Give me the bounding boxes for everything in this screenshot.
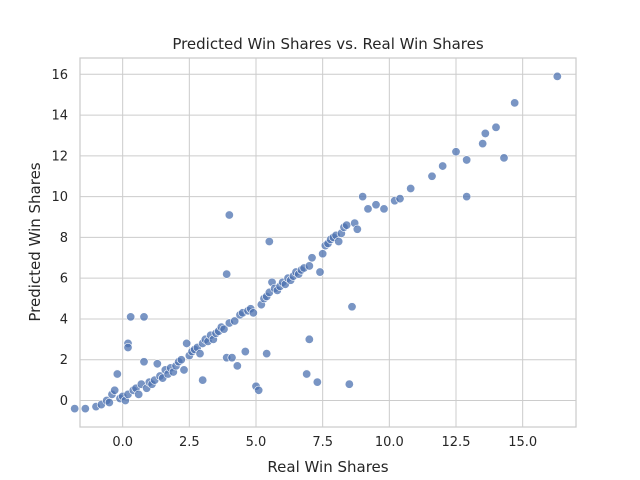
y-tick-label: 0 [60, 394, 68, 409]
data-point [230, 316, 240, 326]
data-point [219, 324, 229, 334]
data-point [152, 359, 162, 369]
x-tick-label: 0.0 [112, 435, 133, 450]
data-point [139, 357, 149, 367]
data-point [302, 369, 312, 379]
y-tick-label: 16 [51, 68, 68, 83]
data-point [179, 365, 189, 375]
data-point [139, 312, 149, 322]
data-point [552, 71, 562, 81]
data-point [318, 249, 328, 259]
x-tick-label: 10.0 [375, 435, 404, 450]
data-point [315, 267, 325, 277]
x-tick-label: 2.5 [179, 435, 200, 450]
data-point [499, 153, 509, 163]
data-point [110, 385, 120, 395]
data-point [123, 342, 133, 352]
y-tick-label: 8 [60, 231, 68, 246]
data-point [262, 349, 272, 359]
data-point [232, 361, 242, 371]
data-point [395, 194, 405, 204]
y-tick-label: 12 [51, 149, 68, 164]
y-axis-label: Predicted Win Shares [26, 162, 44, 321]
data-point [304, 261, 314, 271]
data-points [70, 71, 562, 414]
data-point [312, 377, 322, 387]
x-tick-label: 5.0 [246, 435, 267, 450]
data-point [344, 379, 354, 389]
data-point [126, 312, 136, 322]
data-point [363, 204, 373, 214]
data-point [406, 183, 416, 193]
data-point [195, 349, 205, 359]
x-tick-label: 7.5 [312, 435, 333, 450]
data-point [438, 161, 448, 171]
data-point [462, 155, 472, 165]
data-point [462, 192, 472, 202]
data-point [224, 210, 234, 220]
x-axis-label: Real Win Shares [267, 458, 388, 476]
y-tick-label: 6 [60, 272, 68, 287]
data-point [134, 389, 144, 399]
data-point [358, 192, 368, 202]
data-point [510, 98, 520, 108]
plot-frame [79, 57, 577, 428]
data-point [304, 334, 314, 344]
data-point [352, 224, 362, 234]
data-point [198, 375, 208, 385]
data-point [70, 404, 80, 414]
data-point [80, 404, 90, 414]
data-point [478, 139, 488, 149]
x-tick-label: 15.0 [508, 435, 537, 450]
y-tick-label: 10 [51, 190, 68, 205]
data-point [254, 385, 264, 395]
data-point [307, 253, 317, 263]
data-point [227, 353, 237, 363]
y-tick-label: 4 [60, 312, 68, 327]
data-point [240, 347, 250, 357]
chart-title: Predicted Win Shares vs. Real Win Shares [172, 35, 484, 53]
data-point [427, 171, 437, 181]
data-point [334, 236, 344, 246]
data-point [347, 302, 357, 312]
data-point [264, 236, 274, 246]
x-tick-labels: 0.0 2.5 5.0 7.5 10.0 12.5 15.0 [112, 435, 537, 450]
data-point [451, 147, 461, 157]
data-point [379, 204, 389, 214]
y-tick-label: 2 [60, 353, 68, 368]
data-point [342, 220, 352, 230]
data-point [182, 338, 192, 348]
data-point [222, 269, 232, 279]
y-tick-labels: 0 2 4 6 8 10 12 14 16 [51, 68, 68, 409]
data-point [104, 398, 114, 408]
x-tick-label: 12.5 [442, 435, 471, 450]
data-point [480, 128, 490, 138]
data-point [112, 369, 122, 379]
y-tick-label: 14 [51, 109, 68, 124]
data-point [248, 308, 258, 318]
data-point [491, 122, 501, 132]
data-point [371, 200, 381, 210]
data-point [176, 355, 186, 365]
